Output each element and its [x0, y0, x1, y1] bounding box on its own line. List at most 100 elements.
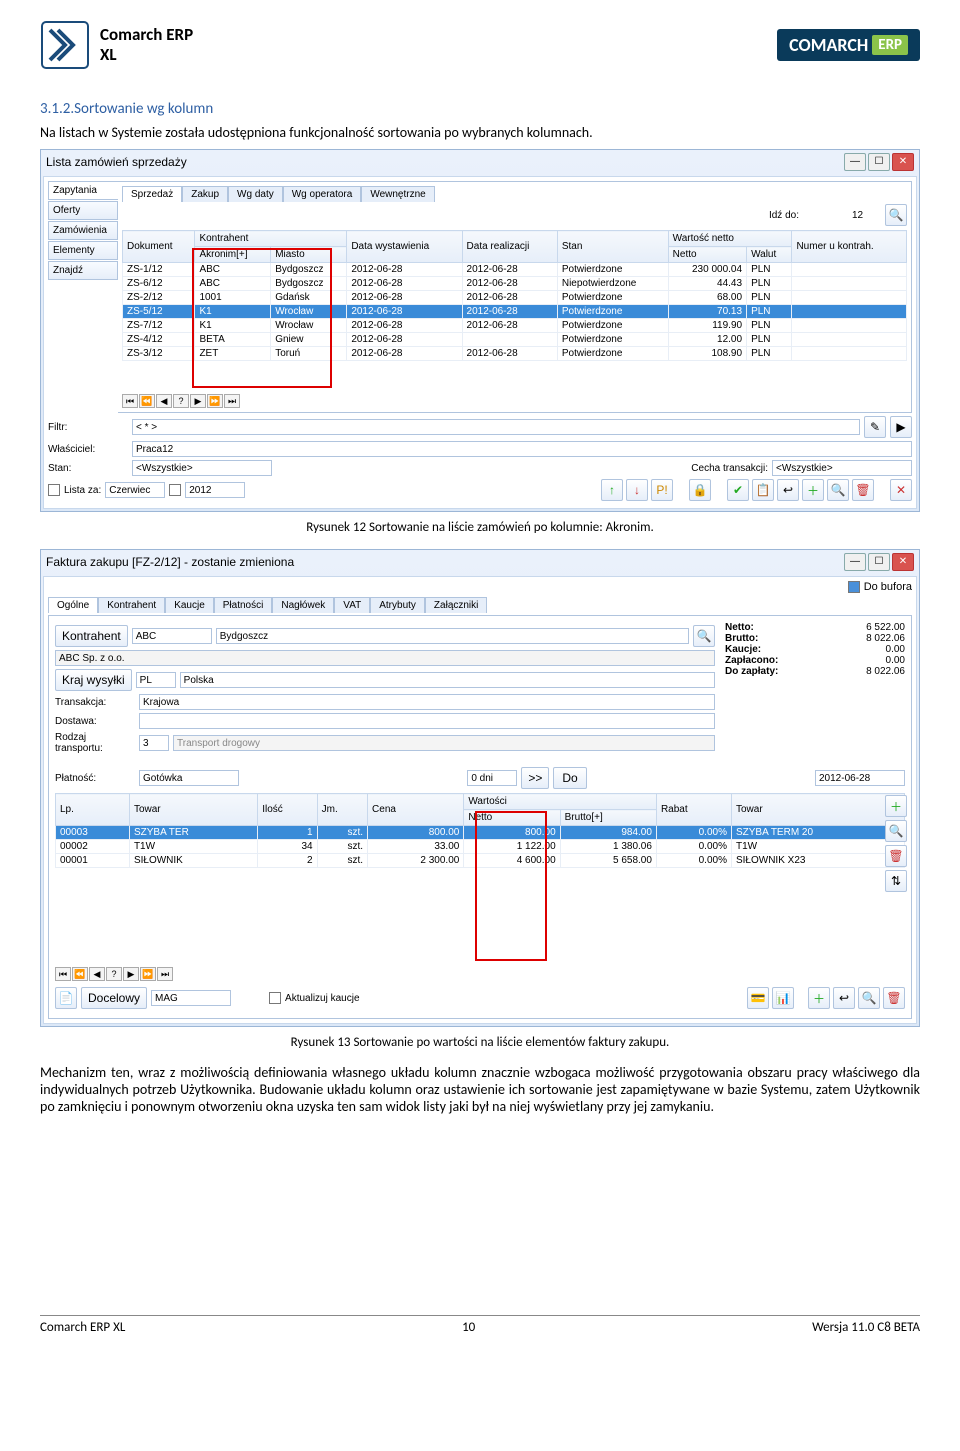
- platnosc-select[interactable]: Gotówka: [139, 770, 239, 786]
- restore-icon[interactable]: ↩: [833, 987, 855, 1009]
- col-data-wyst[interactable]: Data wystawienia: [347, 231, 462, 263]
- orders-grid[interactable]: Dokument Kontrahent Data wystawienia Dat…: [122, 230, 907, 361]
- side-tab-oferty[interactable]: Oferty: [48, 201, 118, 220]
- col-extra[interactable]: Numer u kontrah.: [792, 231, 907, 263]
- move-icon[interactable]: ⇅: [885, 870, 907, 892]
- table-row[interactable]: 00003SZYBA TER1szt.800.00800.00984.000.0…: [56, 826, 905, 840]
- kontrahent-code[interactable]: ABC: [132, 628, 212, 644]
- table-row[interactable]: 00001SIŁOWNIK2szt.2 300.004 600.005 658.…: [56, 854, 905, 868]
- col-rabat[interactable]: Rabat: [656, 794, 731, 826]
- kontrahent-city[interactable]: Bydgoszcz: [216, 628, 689, 644]
- col-stan[interactable]: Stan: [557, 231, 668, 263]
- close-button[interactable]: ✕: [892, 553, 914, 571]
- tab-płatności[interactable]: Płatności: [214, 597, 273, 613]
- aktualizuj-checkbox[interactable]: [269, 992, 281, 1004]
- tool-icon-2[interactable]: 📊: [772, 987, 794, 1009]
- minimize-button[interactable]: —: [844, 153, 866, 171]
- maximize-button[interactable]: ☐: [868, 553, 890, 571]
- col-dokument[interactable]: Dokument: [123, 231, 195, 263]
- tab-kontrahent[interactable]: Kontrahent: [98, 597, 165, 613]
- lista-za-checkbox[interactable]: [48, 484, 60, 496]
- table-row[interactable]: ZS-3/12ZETToruń2012-06-282012-06-28Potwi…: [123, 347, 907, 361]
- tab-wewnętrzne[interactable]: Wewnętrzne: [361, 186, 434, 202]
- grid-nav[interactable]: ⏮⏪◀?▶⏩⏭: [122, 394, 907, 408]
- search-icon[interactable]: 🔍: [858, 987, 880, 1009]
- col-netto2[interactable]: Netto: [464, 810, 560, 826]
- lista-za-month[interactable]: Czerwiec: [105, 482, 165, 498]
- rok-checkbox[interactable]: [169, 484, 181, 496]
- check-icon[interactable]: ✔: [727, 479, 749, 501]
- wlasc-input[interactable]: Praca12: [132, 441, 912, 457]
- tab-wg operatora[interactable]: Wg operatora: [283, 186, 362, 202]
- table-row[interactable]: 00002T1W34szt.33.001 122.001 380.060.00%…: [56, 840, 905, 854]
- clipboard-icon[interactable]: 📋: [752, 479, 774, 501]
- add-icon[interactable]: ＋: [808, 987, 830, 1009]
- dni-input[interactable]: 0 dni: [467, 770, 517, 786]
- restore-icon[interactable]: ↩: [777, 479, 799, 501]
- up-arrow-icon[interactable]: ↑: [601, 479, 623, 501]
- tab-kaucje[interactable]: Kaucje: [165, 597, 214, 613]
- kraj-button[interactable]: Kraj wysyłki: [55, 669, 132, 691]
- col-cena[interactable]: Cena: [368, 794, 464, 826]
- tab-sprzedaż[interactable]: Sprzedaż: [122, 186, 182, 202]
- rodzaj-code[interactable]: 3: [139, 735, 169, 751]
- do-bufora-checkbox[interactable]: [848, 581, 860, 593]
- edit-row-icon[interactable]: 🔍: [885, 820, 907, 842]
- col-miasto[interactable]: Miasto: [271, 247, 347, 263]
- cecha-select[interactable]: <Wszystkie>: [772, 460, 912, 476]
- docelowy-input[interactable]: MAG: [151, 990, 231, 1006]
- delete-row-icon[interactable]: 🗑: [885, 845, 907, 867]
- minimize-button[interactable]: —: [844, 553, 866, 571]
- side-tab-elementy[interactable]: Elementy: [48, 241, 118, 260]
- add-icon[interactable]: ＋: [802, 479, 824, 501]
- tab-nagłówek[interactable]: Nagłówek: [272, 597, 334, 613]
- tab-ogólne[interactable]: Ogólne: [48, 597, 98, 613]
- filter-edit-icon[interactable]: ✎: [864, 416, 886, 438]
- table-row[interactable]: ZS-7/12K1Wrocław2012-06-282012-06-28Potw…: [123, 319, 907, 333]
- docelowy-button[interactable]: Docelowy: [81, 987, 147, 1009]
- tool-icon-1[interactable]: 💳: [747, 987, 769, 1009]
- edit-icon[interactable]: 🔍: [827, 479, 849, 501]
- table-row[interactable]: ZS-1/12ABCBydgoszcz2012-06-282012-06-28P…: [123, 263, 907, 277]
- col-ilosc[interactable]: Ilość: [258, 794, 317, 826]
- tab-zakup[interactable]: Zakup: [182, 186, 228, 202]
- idz-num[interactable]: 12: [852, 210, 882, 221]
- col-walut[interactable]: Walut: [747, 247, 792, 263]
- col-jm[interactable]: Jm.: [317, 794, 367, 826]
- add-row-icon[interactable]: ＋: [885, 795, 907, 817]
- items-grid[interactable]: Lp. Towar Ilość Jm. Cena Wartości Rabat …: [55, 793, 905, 868]
- delete-icon[interactable]: 🗑: [852, 479, 874, 501]
- rok-input[interactable]: 2012: [185, 482, 245, 498]
- stan-select[interactable]: <Wszystkie>: [132, 460, 272, 476]
- lock-icon[interactable]: 🔒: [689, 479, 711, 501]
- tab-atrybuty[interactable]: Atrybuty: [370, 597, 425, 613]
- transakcja-select[interactable]: Krajowa: [139, 694, 715, 710]
- col-data-real[interactable]: Data realizacji: [462, 231, 557, 263]
- table-row[interactable]: ZS-2/121001Gdańsk2012-06-282012-06-28Pot…: [123, 291, 907, 305]
- kontrahent-button[interactable]: Kontrahent: [55, 625, 128, 647]
- docelowy-icon[interactable]: 📄: [55, 987, 77, 1009]
- tab-załączniki[interactable]: Załączniki: [425, 597, 487, 613]
- search-icon[interactable]: 🔍: [885, 204, 907, 226]
- warning-icon[interactable]: P!: [651, 479, 673, 501]
- kraj-code[interactable]: PL: [136, 672, 176, 688]
- side-tab-zapytania[interactable]: Zapytania: [48, 181, 118, 200]
- range-button[interactable]: >>: [521, 767, 549, 789]
- col-lp[interactable]: Lp.: [56, 794, 130, 826]
- table-row[interactable]: ZS-6/12ABCBydgoszcz2012-06-282012-06-28N…: [123, 277, 907, 291]
- dostawa-select[interactable]: [139, 713, 715, 729]
- side-tab-zamówienia[interactable]: Zamówienia: [48, 221, 118, 240]
- col-brutto2[interactable]: Brutto[+]: [560, 810, 656, 826]
- kraj-name[interactable]: Polska: [180, 672, 715, 688]
- table-row[interactable]: ZS-4/12BETAGniew2012-06-28Potwierdzone12…: [123, 333, 907, 347]
- filtr-input[interactable]: < * >: [132, 419, 860, 435]
- col-towar[interactable]: Towar: [129, 794, 257, 826]
- date-input[interactable]: 2012-06-28: [815, 770, 905, 786]
- col-towar2[interactable]: Towar: [731, 794, 904, 826]
- side-tab-znajdź[interactable]: Znajdź: [48, 261, 118, 280]
- filter-run-icon[interactable]: ▶: [890, 416, 912, 438]
- tab-wg daty[interactable]: Wg daty: [228, 186, 283, 202]
- do-button[interactable]: Do: [553, 767, 586, 789]
- tab-vat[interactable]: VAT: [334, 597, 370, 613]
- down-arrow-icon[interactable]: ↓: [626, 479, 648, 501]
